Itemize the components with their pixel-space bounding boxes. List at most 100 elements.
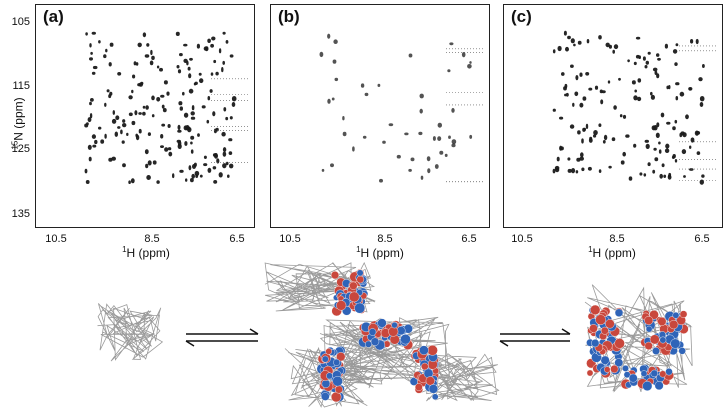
nmr-peak <box>193 82 197 86</box>
atom-sphere <box>650 369 658 378</box>
nmr-peak <box>665 143 670 149</box>
atom-sphere <box>623 371 631 379</box>
nmr-peak <box>571 168 576 174</box>
nmr-peak <box>451 108 455 113</box>
nmr-peak <box>427 168 431 174</box>
nmr-peak <box>225 161 229 166</box>
atom-sphere <box>679 310 688 319</box>
atom-sphere <box>614 338 625 349</box>
y-tick-105: 105 <box>11 16 30 28</box>
nmr-peak <box>160 134 164 139</box>
nmr-peak <box>587 166 592 171</box>
nmr-peak <box>120 129 123 135</box>
nmr-peak <box>192 164 196 169</box>
nmr-peak <box>674 159 678 163</box>
nmr-peak <box>146 43 150 47</box>
nmr-peak <box>114 131 119 137</box>
x-tick-b-10.5: 10.5 <box>279 233 301 245</box>
panel-label-b: (b) <box>276 7 302 27</box>
nmr-peak <box>187 66 191 71</box>
nmr-peak <box>637 96 642 102</box>
nmr-peak <box>451 143 456 148</box>
nmr-peak <box>144 54 150 58</box>
nmr-peak <box>593 134 597 138</box>
nmr-peak <box>603 134 608 141</box>
nmr-peak <box>159 67 163 72</box>
nmr-peak <box>227 174 230 178</box>
atom-sphere <box>348 291 360 303</box>
peaks-c <box>552 30 718 185</box>
nmr-peak <box>137 83 141 87</box>
nmr-peak <box>216 158 220 164</box>
atom-sphere <box>419 345 429 355</box>
nmr-peak <box>618 77 621 81</box>
atom-sphere <box>644 341 653 351</box>
x-axis-label-b: 1H (ppm) <box>356 245 404 260</box>
nmr-peak <box>653 125 658 131</box>
nmr-peak <box>115 115 120 120</box>
nmr-peak <box>138 112 142 115</box>
nmr-peak <box>221 131 226 137</box>
atom-sphere <box>649 310 659 320</box>
nmr-peak <box>586 39 590 44</box>
nmr-peak <box>144 149 149 155</box>
nmr-peak <box>135 134 140 141</box>
nmr-peak <box>321 168 325 172</box>
nmr-peak <box>631 80 636 85</box>
nmr-peak <box>360 83 365 88</box>
nmr-peak <box>218 48 222 54</box>
nmr-peak <box>213 59 217 64</box>
atom-sphere <box>657 316 667 326</box>
nmr-peak <box>229 163 234 169</box>
x-tick-c-6.5: 6.5 <box>694 233 710 245</box>
nmr-peak <box>612 49 615 54</box>
nmr-peak <box>575 170 579 174</box>
nmr-peak <box>142 32 147 38</box>
nmr-peak <box>699 96 705 102</box>
nmr-peak <box>138 128 142 134</box>
nmr-peak <box>126 132 129 136</box>
nmr-peak <box>702 64 705 68</box>
atom-sphere <box>400 333 411 345</box>
atom-sphere <box>349 281 358 290</box>
atom-sphere <box>368 328 377 336</box>
nmr-peak <box>203 163 208 167</box>
nmr-peak <box>658 149 662 154</box>
spectrum-panel-c: (c) <box>503 4 723 228</box>
nmr-peak <box>104 102 107 107</box>
nmr-peak <box>620 160 625 165</box>
nmr-peak <box>625 134 630 138</box>
nmr-peak <box>327 98 331 104</box>
nmr-peak <box>656 122 660 128</box>
atom-sphere <box>332 375 343 387</box>
nmr-peak <box>128 112 133 117</box>
nmr-peak <box>190 116 196 120</box>
nmr-peak <box>598 35 602 40</box>
nmr-peak <box>215 71 219 76</box>
nmr-peak <box>98 40 101 44</box>
nmr-peak <box>104 133 107 139</box>
nmr-peak <box>667 174 671 178</box>
nmr-peak <box>176 65 180 69</box>
nmr-peak <box>611 137 616 142</box>
nmr-peak <box>451 139 457 145</box>
atom-sphere <box>649 334 660 345</box>
nmr-peak <box>161 123 166 127</box>
nmr-peak <box>408 168 412 172</box>
nmr-peak <box>223 107 227 112</box>
nmr-peak <box>179 106 183 111</box>
atom-sphere <box>333 358 341 366</box>
nmr-peak <box>674 62 678 66</box>
nmr-peak <box>135 62 139 66</box>
nmr-peak <box>559 116 564 120</box>
nmr-peak <box>690 137 695 143</box>
atom-sphere <box>610 364 619 374</box>
nmr-peak <box>87 117 92 123</box>
nmr-peak <box>637 78 642 83</box>
nmr-peak <box>117 72 122 76</box>
nmr-peak <box>633 95 638 101</box>
nmr-peak <box>642 56 646 61</box>
nmr-peak <box>218 172 223 178</box>
nmr-peak <box>185 125 190 131</box>
nmr-peak <box>559 145 563 151</box>
